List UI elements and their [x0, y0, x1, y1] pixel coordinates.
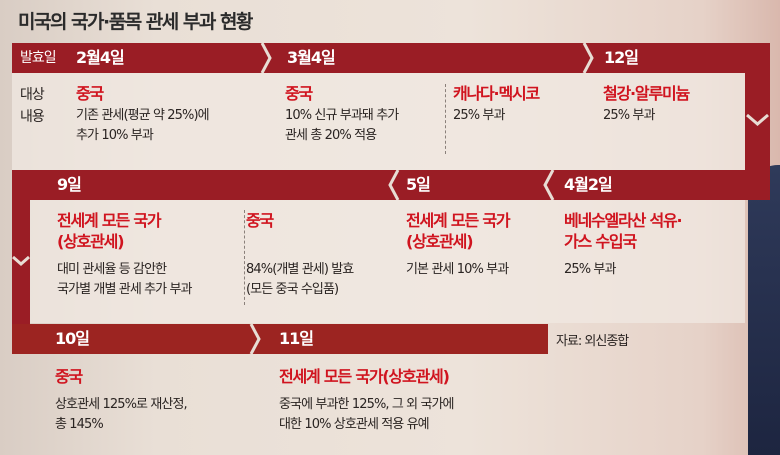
target: 전세계 모든 국가 (상호관세): [57, 211, 162, 251]
content: 84%(개별 관세) 발효 (모든 중국 수입품): [246, 262, 354, 297]
row1-panel: [12, 73, 745, 170]
date: 5일: [406, 175, 431, 194]
content: 상호관세 125%로 재산정, 총 145%: [55, 397, 188, 432]
target: 중국: [76, 84, 104, 103]
chevron-left-icon: [543, 170, 555, 200]
content: 중국에 부과한 125%, 그 외 국가에 대한 10% 상호관세 적용 유예: [279, 397, 455, 432]
date: 9일: [57, 175, 82, 194]
target: 전세계 모든 국가(상호관세): [279, 367, 450, 386]
date: 3월4일: [287, 48, 336, 67]
content: 25% 부과: [564, 262, 616, 277]
effective-date-label: 발효일: [20, 50, 57, 66]
content: 기존 관세(평균 약 25%)에 추가 10% 부과: [76, 108, 210, 143]
chevron-down-icon: [12, 255, 30, 266]
date: 4월2일: [564, 175, 613, 194]
target: 캐나다·멕시코: [453, 84, 540, 103]
divider: [445, 84, 446, 154]
content: 25% 부과: [453, 108, 505, 123]
content-label: 내용: [20, 109, 45, 125]
date: 11일: [279, 329, 314, 348]
target: 중국: [285, 84, 313, 103]
divider: [244, 210, 245, 305]
target: 중국: [55, 367, 83, 386]
content: 대미 관세율 등 감안한 국가별 개별 관세 추가 부과: [57, 262, 192, 297]
left-connector: [12, 170, 30, 340]
target-label: 대상: [20, 87, 45, 103]
target: 철강·알루미늄: [603, 84, 690, 103]
date: 12일: [604, 48, 639, 67]
target: 전세계 모든 국가 (상호관세): [406, 211, 511, 251]
chevron-right-icon: [260, 43, 272, 73]
chevron-left-icon: [388, 170, 400, 200]
content: 10% 신규 부과돼 추가 관세 총 20% 적용: [285, 108, 399, 143]
date: 2월4일: [76, 48, 125, 67]
row2-panel: [30, 200, 745, 323]
content: 기본 관세 10% 부과: [406, 262, 509, 277]
page-title: 미국의 국가·품목 관세 부과 현황: [18, 11, 253, 33]
chevron-right-icon: [249, 324, 261, 354]
chevron-down-icon: [746, 113, 769, 126]
source-note: 자료: 외신종합: [556, 334, 629, 349]
chevron-right-icon: [582, 43, 594, 73]
target: 중국: [246, 211, 274, 230]
content: 25% 부과: [603, 108, 655, 123]
row1-band: [12, 43, 770, 73]
person-photo: [748, 165, 780, 455]
target: 베네수엘라산 석유· 가스 수입국: [564, 211, 683, 251]
date: 10일: [55, 329, 90, 348]
row3-band: [12, 324, 548, 354]
